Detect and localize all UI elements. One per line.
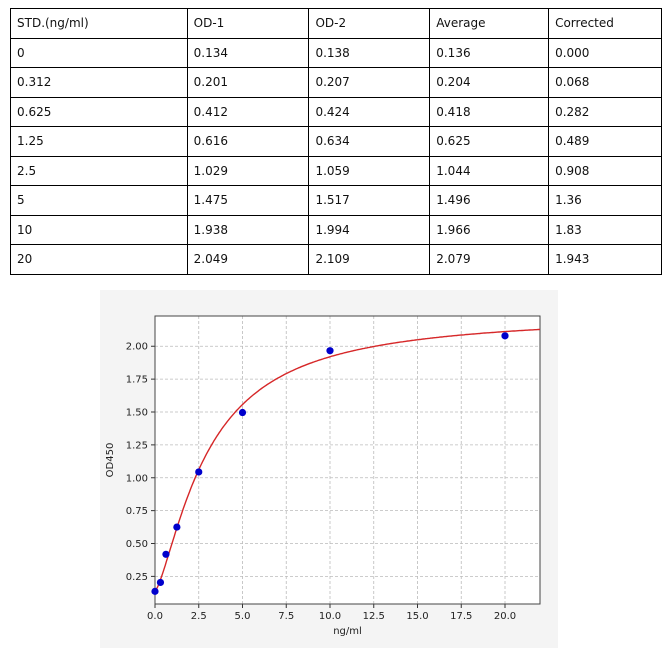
table-cell: 10: [10, 214, 188, 245]
table-cell: 0.424: [308, 96, 431, 127]
x-tick-label: 10.0: [319, 611, 341, 622]
table-cell: OD-2: [308, 8, 431, 39]
standard-curve-table: STD.(ng/ml) OD-1 OD-2 Average Corrected 0 0.13…: [10, 8, 662, 275]
table-cell: 0.908: [548, 155, 662, 186]
table-cell: 0.625: [10, 96, 188, 127]
table-cell: STD.(ng/ml): [10, 8, 188, 39]
data-point: [173, 523, 181, 531]
table-cell: 0.201: [186, 67, 310, 98]
table-cell: 0: [10, 37, 188, 68]
data-point: [195, 468, 203, 476]
table-cell: 1.966: [429, 214, 550, 245]
table-cell: 0.282: [548, 96, 662, 127]
table-cell: 0.418: [429, 96, 550, 127]
y-tick-label: 0.75: [126, 506, 148, 517]
table-cell: 20: [10, 244, 188, 275]
table-cell: 1.994: [308, 214, 431, 245]
table-row: 0 0.134 0.138 0.136 0.000: [10, 37, 662, 68]
table-cell: OD-1: [186, 8, 310, 39]
table-cell: 2.079: [429, 244, 550, 275]
table-cell: 1.029: [186, 155, 310, 186]
standard-curve-chart: 0.0 2.5 5.0 7.5 10.0 12.5 15.0 17.5 20.0 0.25 0.50…: [105, 315, 541, 637]
y-tick-label: 1.75: [126, 375, 148, 386]
data-point: [151, 587, 159, 595]
table-cell: 1.044: [429, 155, 550, 186]
x-tick-label: 12.5: [363, 611, 385, 622]
x-tick-label: 5.0: [235, 611, 251, 622]
table-cell: 0.412: [186, 96, 310, 127]
table-row: 1.25 0.616 0.634 0.625 0.489: [10, 126, 662, 157]
x-tick-label: 17.5: [450, 611, 472, 622]
table-cell: 0.138: [308, 37, 431, 68]
table-cell: 0.000: [548, 37, 662, 68]
table-cell: 0.207: [308, 67, 431, 98]
x-tick-label: 15.0: [406, 611, 428, 622]
table-row: 0.625 0.412 0.424 0.418 0.282: [10, 96, 662, 127]
y-tick-label: 1.50: [126, 408, 148, 419]
table-cell: 0.312: [10, 67, 188, 98]
table-cell: 0.634: [308, 126, 431, 157]
plot-frame: [154, 315, 541, 605]
table-cell: 0.068: [548, 67, 662, 98]
table-cell: Average: [429, 8, 550, 39]
table-cell: 1.059: [308, 155, 431, 186]
table-cell: 1.496: [429, 185, 550, 216]
x-tick-label: 0.0: [147, 611, 163, 622]
data-point: [162, 550, 170, 558]
table-row: 5 1.475 1.517 1.496 1.36: [10, 185, 662, 216]
data-point: [156, 578, 165, 587]
x-tick-label: 7.5: [278, 611, 294, 622]
table-cell: 1.517: [308, 185, 431, 216]
x-tick-label: 2.5: [191, 611, 207, 622]
table-cell: 0.625: [429, 126, 550, 157]
x-tick-label: 20.0: [494, 611, 516, 622]
data-point: [326, 347, 334, 355]
table-cell: 2.5: [10, 155, 188, 186]
y-tick-label: 2.00: [126, 342, 148, 353]
table-cell: Corrected: [548, 8, 662, 39]
table-cell: 0.616: [186, 126, 310, 157]
fit-curve: [154, 328, 541, 592]
table-cell: 1.943: [548, 244, 662, 275]
y-tick-label: 1.25: [126, 440, 148, 451]
table-row: 2.5 1.029 1.059 1.044 0.908: [10, 155, 662, 186]
y-axis-label: OD450: [105, 443, 116, 478]
table-cell: 0.134: [186, 37, 310, 68]
table-cell: 1.83: [548, 214, 662, 245]
table-row: 20 2.049 2.109 2.079 1.943: [10, 244, 662, 275]
y-tick-label: 0.50: [126, 539, 148, 550]
table-cell: 0.136: [429, 37, 550, 68]
table-cell: 1.25: [10, 126, 188, 157]
x-axis-label: ng/ml: [333, 626, 362, 637]
table-cell: 1.475: [186, 185, 310, 216]
y-tick-label: 1.00: [126, 473, 148, 484]
plot-area: [155, 316, 540, 604]
y-tick-label: 0.25: [126, 572, 148, 583]
table-cell: 0.204: [429, 67, 550, 98]
table-row: 0.312 0.201 0.207 0.204 0.068: [10, 67, 662, 98]
standard-curve-figure: 0.0 2.5 5.0 7.5 10.0 12.5 15.0 17.5 20.0 0.25 0.50…: [100, 290, 558, 648]
data-point: [501, 332, 509, 340]
table-cell: 2.049: [186, 244, 310, 275]
data-point: [238, 408, 247, 417]
table-cell: 1.36: [548, 185, 662, 216]
table-cell: 5: [10, 185, 188, 216]
table-cell: 0.489: [548, 126, 662, 157]
table-cell: 2.109: [308, 244, 431, 275]
table-header-row: STD.(ng/ml) OD-1 OD-2 Average Corrected: [10, 8, 662, 39]
table-cell: 1.938: [186, 214, 310, 245]
table-row: 10 1.938 1.994 1.966 1.83: [10, 214, 662, 245]
